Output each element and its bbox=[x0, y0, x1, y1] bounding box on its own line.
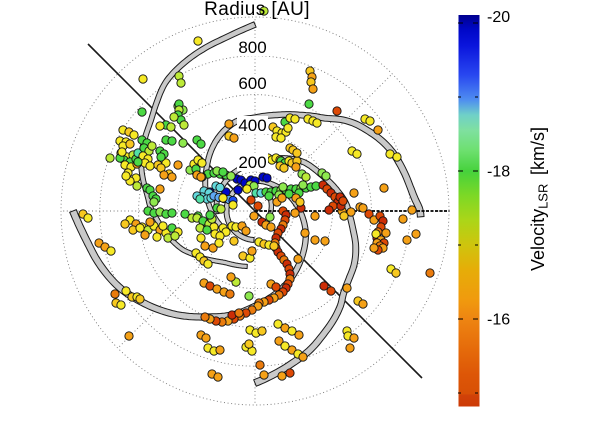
svg-text:VelocityLSR [km/s]: VelocityLSR [km/s] bbox=[528, 127, 551, 271]
svg-text:-16: -16 bbox=[487, 312, 510, 329]
svg-text:-20: -20 bbox=[487, 9, 510, 26]
svg-text:600: 600 bbox=[238, 74, 266, 93]
svg-text:800: 800 bbox=[238, 38, 266, 57]
svg-text:-18: -18 bbox=[487, 164, 510, 181]
svg-text:200: 200 bbox=[238, 153, 266, 172]
svg-text:400: 400 bbox=[238, 116, 266, 135]
